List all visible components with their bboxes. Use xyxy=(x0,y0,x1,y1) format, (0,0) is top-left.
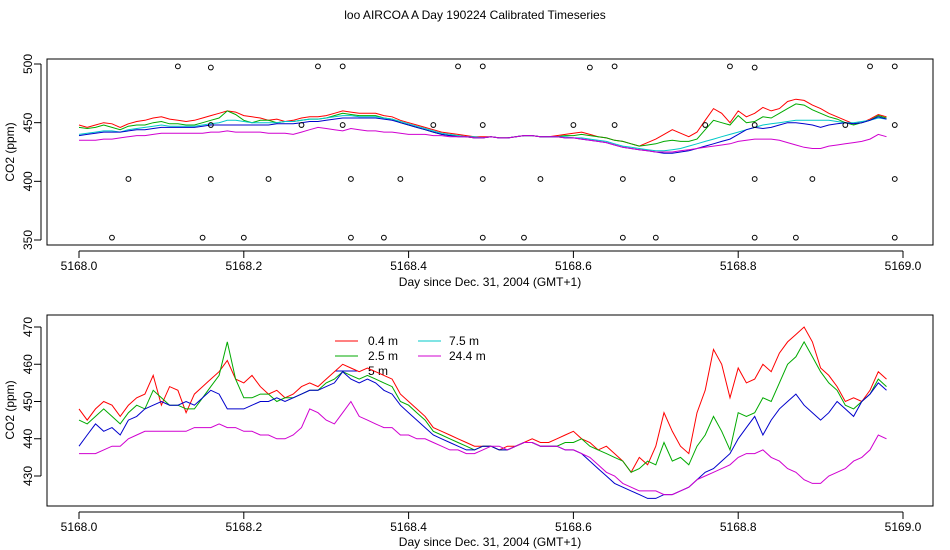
top-outlier-point xyxy=(199,234,206,241)
bottom-y-tick-label: 470 xyxy=(21,317,35,337)
top-outlier-point xyxy=(207,122,214,128)
top-outlier-point xyxy=(619,234,626,241)
top-x-tick-label: 5168.8 xyxy=(720,259,757,273)
legend-label-0.4m: 0.4 m xyxy=(368,334,398,348)
top-outlier-point xyxy=(380,234,387,241)
top-outlier-point xyxy=(109,234,115,241)
top-outlier-point xyxy=(125,176,132,182)
bottom-y-tick-label: 440 xyxy=(21,428,35,448)
top-outlier-point xyxy=(339,63,346,70)
top-outlier-point xyxy=(586,64,593,71)
top-outlier-point xyxy=(891,234,898,241)
top-y-axis-label: CO2 (ppm) xyxy=(3,122,17,181)
top-outlier-point xyxy=(207,176,214,182)
top-x-axis-label: Day since Dec. 31, 2004 (GMT+1) xyxy=(399,275,581,289)
top-outlier-point xyxy=(521,234,527,241)
top-x-tick-label: 5168.4 xyxy=(390,259,427,273)
bottom-y-tick-label: 450 xyxy=(21,391,35,411)
top-panel: Day since Dec. 31, 2004 (GMT+1) CO2 (ppm… xyxy=(3,54,934,289)
top-outlier-point xyxy=(611,63,618,70)
top-outlier-point xyxy=(751,122,758,128)
top-outlier-point xyxy=(727,63,733,70)
top-outlier-point xyxy=(891,122,898,128)
top-outlier-point xyxy=(652,234,659,241)
bottom-y-tick-label: 460 xyxy=(21,354,35,374)
top-outlier-point xyxy=(348,234,354,241)
top-outlier-point xyxy=(397,176,404,182)
top-outlier-point xyxy=(751,234,758,241)
top-outlier-point xyxy=(751,176,758,182)
top-outlier-point xyxy=(809,176,816,182)
top-outlier-point xyxy=(207,64,214,71)
top-outlier-point xyxy=(479,63,486,70)
top-y-tick-label: 350 xyxy=(21,230,35,250)
top-outlier-point xyxy=(348,176,354,182)
top-outlier-point xyxy=(619,176,626,182)
legend-label-2.5m: 2.5 m xyxy=(368,349,398,363)
top-outlier-point xyxy=(611,122,618,128)
top-x-tick-label: 5168.6 xyxy=(555,259,592,273)
top-y-tick-label: 400 xyxy=(21,171,35,191)
bottom-x-tick-label: 5168.4 xyxy=(390,520,427,534)
top-x-tick-label: 5168.2 xyxy=(225,259,262,273)
legend-label-7.5m: 7.5 m xyxy=(449,334,479,348)
top-outlier-point xyxy=(669,176,676,182)
top-outlier-point xyxy=(174,63,181,70)
top-outlier-point xyxy=(891,63,898,70)
legend: 0.4 m 2.5 m 5 m 7.5 m 24.4 m xyxy=(335,334,486,378)
bottom-x-axis-label: Day since Dec. 31, 2004 (GMT+1) xyxy=(399,535,581,549)
bottom-panel: Day since Dec. 31, 2004 (GMT+1) CO2 (ppm… xyxy=(3,314,934,549)
top-outlier-point xyxy=(537,176,544,182)
top-outlier-point xyxy=(842,122,849,128)
top-outlier-point xyxy=(570,122,577,128)
top-x-tick-label: 5169.0 xyxy=(885,259,922,273)
top-outlier-point xyxy=(891,176,898,182)
top-y-tick-label: 450 xyxy=(21,112,35,132)
top-outlier-point xyxy=(430,122,437,128)
top-series-line-5 xyxy=(79,126,887,153)
top-outlier-point xyxy=(298,122,305,128)
top-series-line-1 xyxy=(78,98,887,147)
bottom-y-tick-label: 430 xyxy=(21,466,35,486)
figure-title: loo AIRCOA A Day 190224 Calibrated Times… xyxy=(344,8,605,22)
bottom-series-line-24.4m xyxy=(79,400,887,496)
bottom-y-axis-label: CO2 (ppm) xyxy=(3,380,17,439)
top-outlier-point xyxy=(751,64,758,71)
top-outlier-point xyxy=(240,234,247,241)
bottom-x-tick-label: 5168.6 xyxy=(555,520,592,534)
top-x-tick-label: 5168.0 xyxy=(61,259,98,273)
top-outlier-point xyxy=(479,122,486,128)
top-outlier-point xyxy=(792,234,799,241)
bottom-x-tick-label: 5168.0 xyxy=(61,520,98,534)
bottom-x-tick-label: 5168.8 xyxy=(720,520,757,534)
legend-label-24.4m: 24.4 m xyxy=(449,349,486,363)
top-y-tick-label: 500 xyxy=(21,54,35,74)
top-outlier-point xyxy=(479,176,486,182)
top-outlier-point xyxy=(339,122,346,128)
bottom-plot-frame xyxy=(46,314,934,507)
bottom-series-line-5m xyxy=(78,370,887,499)
bottom-x-tick-label: 5168.2 xyxy=(225,520,262,534)
top-outlier-point xyxy=(867,63,873,70)
top-outlier-point xyxy=(455,63,461,70)
top-outlier-point xyxy=(479,234,486,241)
top-outlier-point xyxy=(265,176,272,182)
top-outlier-point xyxy=(702,122,709,128)
top-plot-frame xyxy=(46,58,934,246)
bottom-x-tick-label: 5169.0 xyxy=(885,520,922,534)
top-outlier-point xyxy=(315,63,321,70)
